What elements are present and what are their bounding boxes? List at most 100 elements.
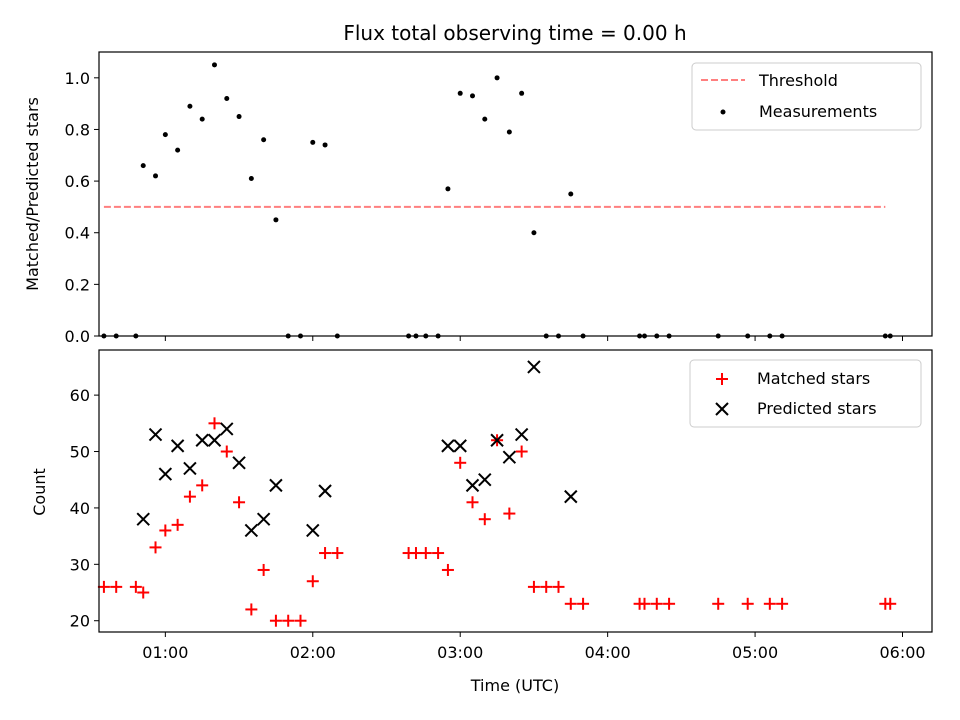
matched-star-point xyxy=(129,580,142,593)
count-x-tick-label: 05:00 xyxy=(732,643,778,662)
measurement-point xyxy=(273,217,279,223)
count-y-tick-label: 40 xyxy=(70,499,90,518)
ratio-x-ticks xyxy=(164,336,904,341)
measurement-point xyxy=(322,142,328,148)
ratio-legend: Threshold Measurements xyxy=(691,62,922,131)
matched-star-point xyxy=(432,547,445,560)
predicted-star-point xyxy=(136,512,150,526)
predicted-star-point xyxy=(207,433,222,447)
matched-star-point xyxy=(282,614,295,627)
matched-stars-legend-marker xyxy=(716,373,728,385)
matched-star-point xyxy=(466,496,479,509)
threshold-legend-label: Threshold xyxy=(758,71,838,90)
measurement-point xyxy=(199,116,205,122)
matched-star-point xyxy=(663,597,676,610)
predicted-star-point xyxy=(183,461,197,476)
ratio-y-axis: 0.0 0.2 0.4 0.6 0.8 1.0 xyxy=(65,69,99,346)
matched-star-point xyxy=(527,580,540,593)
ratio-y-axis-label: Matched/Predicted stars xyxy=(23,97,42,291)
predicted-star-point xyxy=(465,478,480,493)
ratio-axes-frame xyxy=(98,51,933,337)
ratio-y-tick-label: 0.4 xyxy=(65,224,90,243)
measurement-point xyxy=(482,116,488,122)
matched-star-point xyxy=(540,580,553,593)
matched-star-point xyxy=(171,518,184,531)
matched-star-point xyxy=(257,563,270,576)
predicted-star-point xyxy=(148,427,163,442)
predicted-star-point xyxy=(269,478,283,493)
matched-star-point xyxy=(478,513,491,526)
matched-star-point xyxy=(638,597,651,610)
count-y-tick-label: 60 xyxy=(70,386,90,405)
matched-star-point xyxy=(776,597,789,610)
measurement-point xyxy=(310,139,316,145)
measurement-point xyxy=(162,132,168,138)
measurement-point xyxy=(248,176,254,182)
count-x-tick-label: 04:00 xyxy=(585,643,631,662)
measurement-point xyxy=(457,90,463,96)
predicted-star-point xyxy=(478,473,492,487)
count-legend-box xyxy=(689,359,922,428)
predicted-star-point xyxy=(170,439,185,453)
ratio-y-tick-label: 1.0 xyxy=(65,69,90,88)
matched-star-point xyxy=(319,547,332,560)
measurement-point xyxy=(469,93,475,99)
matched-star-point xyxy=(137,586,150,599)
count-y-tick-label: 30 xyxy=(70,555,90,574)
count-x-axis: 01:00 02:00 03:00 04:00 05:00 06:00 xyxy=(142,632,926,662)
predicted-star-point xyxy=(220,422,234,436)
matched-star-point xyxy=(441,563,454,576)
measurement-point xyxy=(494,75,500,81)
measurement-point xyxy=(211,62,217,68)
count-x-tick-label: 01:00 xyxy=(142,643,188,662)
predicted-stars-legend-label: Predicted stars xyxy=(757,399,877,418)
matched-star-point xyxy=(183,490,196,503)
count-y-axis-label: Count xyxy=(30,468,49,516)
predicted-star-point xyxy=(195,433,209,447)
matched-star-point xyxy=(564,597,577,610)
predicted-star-point xyxy=(244,523,259,538)
predicted-star-point xyxy=(256,512,271,526)
matched-star-point xyxy=(552,580,565,593)
matched-star-point xyxy=(503,507,516,520)
matched-star-point xyxy=(331,547,344,560)
matched-star-point xyxy=(577,597,590,610)
measurement-point xyxy=(236,114,242,120)
matched-star-point xyxy=(454,456,467,469)
measurement-point xyxy=(531,230,537,236)
chart-title: Flux total observing time = 0.00 h xyxy=(343,21,686,45)
matched-star-point xyxy=(741,597,754,610)
matched-star-point xyxy=(884,597,897,610)
matched-star-point xyxy=(763,597,776,610)
ratio-y-tick-label: 0.2 xyxy=(65,275,90,294)
predicted-star-point xyxy=(514,427,529,442)
measurement-point xyxy=(224,95,230,101)
count-y-tick-label: 50 xyxy=(70,443,90,462)
measurement-point xyxy=(140,163,146,169)
matched-star-point xyxy=(245,603,258,616)
measurement-point xyxy=(519,90,525,96)
matched-star-point xyxy=(159,524,172,537)
measurement-point xyxy=(187,103,193,109)
predicted-star-point xyxy=(490,433,504,447)
measurements-legend-marker xyxy=(720,109,726,115)
matched-stars-legend-label: Matched stars xyxy=(757,369,870,388)
count-y-axis: 20 30 40 50 60 xyxy=(70,386,99,631)
count-axes-frame xyxy=(98,349,933,633)
predicted-star-point xyxy=(527,360,541,374)
matched-star-point xyxy=(208,417,221,430)
count-x-tick-label: 02:00 xyxy=(290,643,336,662)
measurement-point xyxy=(445,186,451,192)
count-panel: 20 30 40 50 60 Count 01:00 02:00 03:00 04:00 05:… xyxy=(30,349,933,695)
count-y-tick-label: 20 xyxy=(70,612,90,631)
matched-star-point xyxy=(306,575,319,588)
predicted-star-point xyxy=(502,450,517,464)
ratio-panel: Flux total observing time = 0.00 h 0.0 0.… xyxy=(23,21,933,346)
measurement-point xyxy=(175,147,181,153)
ratio-y-tick-label: 0.0 xyxy=(65,327,90,346)
count-x-tick-label: 06:00 xyxy=(879,643,925,662)
matched-star-point xyxy=(650,597,663,610)
predicted-star-point xyxy=(453,439,467,453)
count-x-axis-label: Time (UTC) xyxy=(470,676,559,695)
